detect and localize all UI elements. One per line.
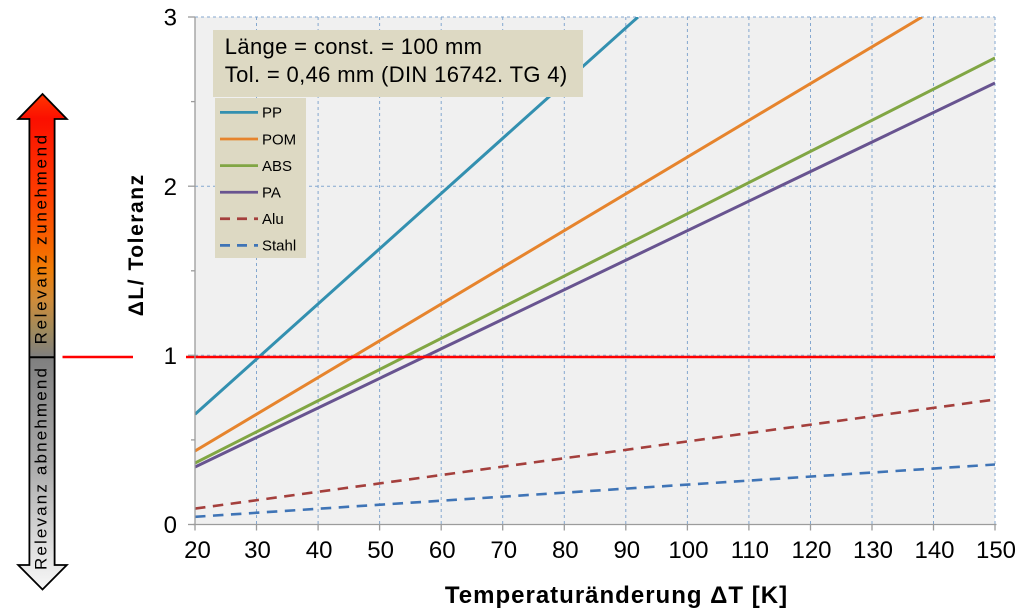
svg-text:Stahl: Stahl <box>262 238 296 255</box>
svg-text:150: 150 <box>976 537 1016 564</box>
svg-text:60: 60 <box>429 537 456 564</box>
svg-text:Alu: Alu <box>262 211 284 228</box>
svg-text:1: 1 <box>164 343 177 370</box>
svg-text:ΔL/ Toleranz: ΔL/ Toleranz <box>125 173 148 316</box>
svg-text:130: 130 <box>853 537 893 564</box>
svg-text:20: 20 <box>184 537 211 564</box>
svg-text:Tol. = 0,46 mm (DIN 16742. TG: Tol. = 0,46 mm (DIN 16742. TG 4) <box>225 62 568 87</box>
svg-text:Länge = const. = 100 mm: Länge = const. = 100 mm <box>225 34 483 59</box>
svg-text:90: 90 <box>613 537 640 564</box>
svg-text:2: 2 <box>164 174 177 201</box>
svg-text:Relevanz zunehmend: Relevanz zunehmend <box>31 132 50 344</box>
svg-text:140: 140 <box>914 537 954 564</box>
svg-text:Relevanz abnehmend: Relevanz abnehmend <box>31 366 50 570</box>
svg-text:POM: POM <box>262 131 296 148</box>
svg-text:120: 120 <box>791 537 831 564</box>
svg-text:100: 100 <box>668 537 708 564</box>
svg-text:3: 3 <box>164 5 177 32</box>
svg-text:PA: PA <box>262 185 281 202</box>
svg-text:Temperaturänderung ΔT [K]: Temperaturänderung ΔT [K] <box>445 582 788 609</box>
svg-text:ABS: ABS <box>262 158 292 175</box>
svg-text:40: 40 <box>306 537 333 564</box>
svg-text:70: 70 <box>490 537 517 564</box>
svg-text:110: 110 <box>731 537 769 564</box>
svg-text:50: 50 <box>367 537 394 564</box>
svg-text:80: 80 <box>552 537 579 564</box>
svg-text:0: 0 <box>164 512 177 539</box>
svg-text:PP: PP <box>262 105 282 122</box>
svg-text:30: 30 <box>244 537 271 564</box>
